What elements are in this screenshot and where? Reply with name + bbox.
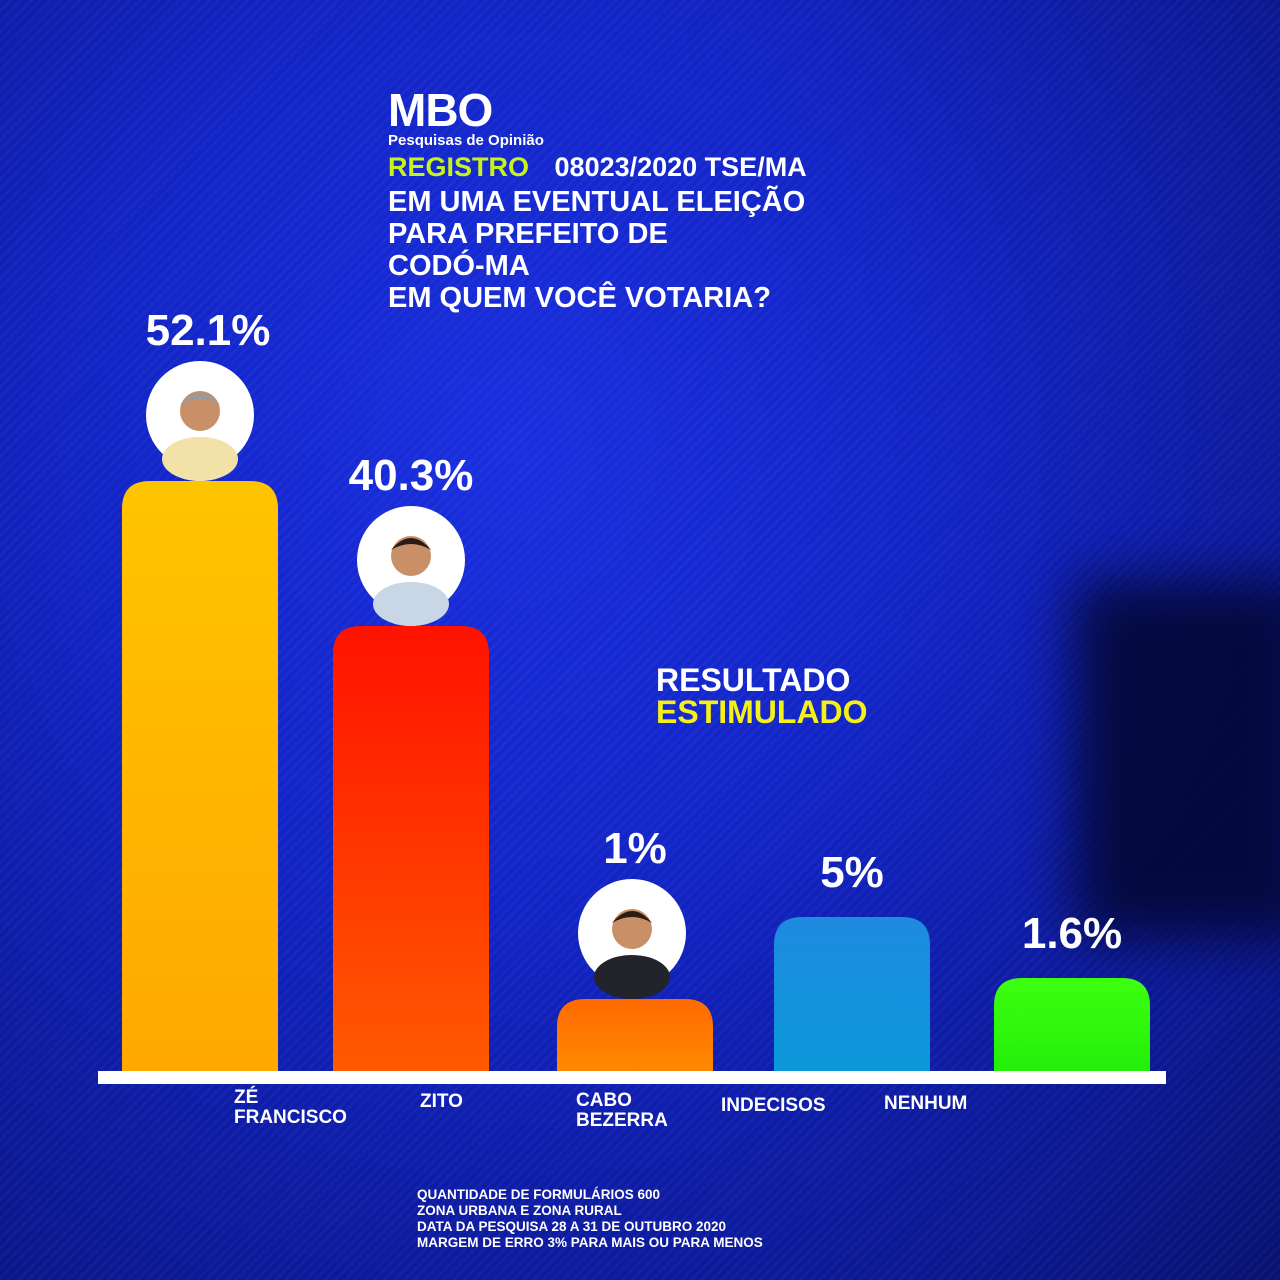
result-line-1: RESULTADO: [656, 662, 851, 698]
survey-footer: QUANTIDADE DE FORMULÁRIOS 600 ZONA URBAN…: [417, 1187, 763, 1251]
mbo-logo: MBO Pesquisas de Opinião: [388, 86, 544, 149]
candidate-1-portrait: [146, 361, 254, 481]
category-label: NENHUM: [884, 1093, 967, 1114]
category-label: INDECISOS: [721, 1095, 826, 1116]
bar-1: [333, 626, 489, 1075]
question-line: EM UMA EVENTUAL ELEIÇÃO: [388, 186, 806, 218]
logo-text: MBO: [388, 84, 493, 136]
value-label: 1%: [603, 824, 667, 873]
category-label: ZÉ: [234, 1086, 258, 1108]
footer-line: ZONA URBANA E ZONA RURAL: [417, 1203, 622, 1218]
footer-line: MARGEM DE ERRO 3% PARA MAIS OU PARA MENO…: [417, 1235, 763, 1250]
value-label: 1.6%: [1022, 909, 1122, 958]
question-line: EM QUEM VOCÊ VOTARIA?: [388, 282, 771, 314]
footer-line: DATA DA PESQUISA 28 A 31 DE OUTUBRO 2020: [417, 1219, 727, 1234]
category-label: BEZERRA: [576, 1110, 668, 1131]
value-label: 40.3%: [349, 451, 474, 500]
registry-label: REGISTRO: [388, 152, 530, 182]
value-label: 5%: [820, 848, 884, 897]
bar-3: [774, 917, 930, 1075]
survey-question: EM UMA EVENTUAL ELEIÇÃO PARA PREFEITO DE…: [388, 186, 908, 314]
footer-line: QUANTIDADE DE FORMULÁRIOS 600: [417, 1187, 661, 1202]
chart-baseline: [98, 1071, 1166, 1084]
candidate-3-portrait: [578, 879, 686, 999]
category-label: ZITO: [420, 1091, 463, 1112]
bar-2: [557, 999, 713, 1075]
registry-line: REGISTRO 08023/2020 TSE/MA: [388, 152, 807, 183]
candidate-2-portrait: [357, 506, 465, 626]
result-line-2: ESTIMULADO: [656, 694, 868, 730]
bar-4: [994, 978, 1150, 1075]
logo-subtitle: Pesquisas de Opinião: [388, 132, 544, 149]
question-line: CODÓ-MA: [388, 250, 530, 282]
bar-0: [122, 481, 278, 1075]
category-label: CABO: [576, 1090, 632, 1111]
question-line: PARA PREFEITO DE: [388, 218, 668, 250]
category-label: FRANCISCO: [234, 1107, 347, 1128]
registry-value: 08023/2020 TSE/MA: [554, 152, 807, 182]
result-type-label: RESULTADO ESTIMULADO: [656, 664, 868, 728]
value-label: 52.1%: [146, 306, 271, 355]
dark-shadow-panel: [1075, 580, 1280, 940]
